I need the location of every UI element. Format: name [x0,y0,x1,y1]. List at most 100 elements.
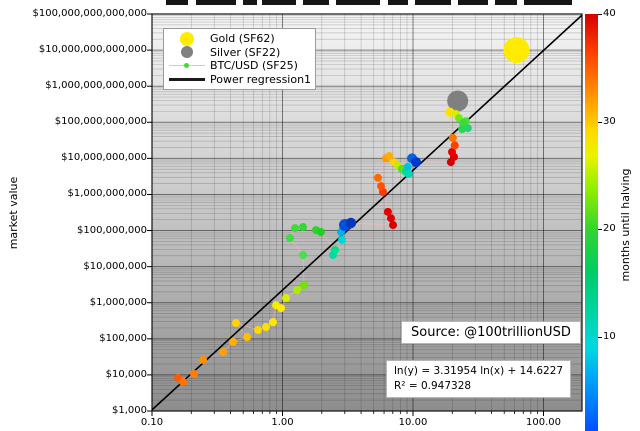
btc-point [337,235,346,244]
regression-r2: R² = 0.947328 [394,380,472,393]
btc-point [229,337,238,346]
x-tick-label: 100.00 [526,417,561,428]
clipped-title-fragment [166,0,188,5]
colorbar-tick-label: 40 [603,8,616,19]
clipped-title-fragment [303,0,329,5]
btc-point [219,348,228,357]
x-tick-label: 10.00 [398,417,428,428]
btc-point [345,217,357,229]
clipped-title-fragment [556,0,572,5]
btc-point [282,294,291,303]
colorbar-tick-mark [598,121,602,123]
legend-item-gold: Gold (SF62) [164,31,315,46]
regression-equation: ln(y) = 3.31954 ln(x) + 14.6227 [394,365,564,377]
colorbar-tick-mark [598,336,602,338]
y-tick-label: $1,000,000,000,000 [45,80,147,92]
btc-point [253,326,262,335]
btc-point [293,286,302,295]
colorbar-tick-mark [598,229,602,230]
clipped-title-fragment [243,0,257,5]
axis-ticks [147,13,544,416]
btc-point [285,234,294,243]
legend-item-silver: Silver (SF22) [164,46,315,59]
clipped-title-fragment [495,0,517,5]
y-tick-label: $100,000 [99,332,147,344]
y-tick-label: $100,000,000 [77,224,147,236]
source-annotation: Source: @100trillionUSD [401,321,581,344]
btc-point [231,319,240,328]
regression-annotation: ln(y) = 3.31954 ln(x) + 14.6227 R² = 0.9… [386,360,572,399]
btc-line-icon [169,63,205,69]
clipped-title-fragment [388,0,408,5]
btc-point [450,141,459,150]
btc-point [190,369,199,378]
grid [151,13,582,412]
colorbar-tick-mark [598,14,602,15]
btc-point [386,214,395,223]
legend-label-silver: Silver (SF22) [210,45,281,59]
clipped-title-fragment [336,0,380,5]
gold-marker-icon [180,31,194,46]
btc-point [179,377,188,386]
colorbar-tick-label: 10 [603,330,616,342]
legend-label-regression: Power regression1 [210,72,312,86]
legend-item-btc: BTC/USD (SF25) [164,59,315,72]
btc-point [403,162,412,171]
y-tick-label: $10,000,000,000,000 [38,44,147,56]
btc-point [243,333,252,342]
colorbar-label: months until halving [619,168,632,282]
clipped-title-fragment [458,0,488,5]
silver-point [447,90,469,112]
btc-point [300,280,309,289]
btc-point [385,152,394,161]
btc-point [448,133,457,142]
y-tick-label: $100,000,000,000,000 [32,8,147,19]
btc-point [262,323,271,332]
btc-marker-icon [184,63,189,69]
btc-point [269,318,278,327]
silver-marker-icon [181,46,193,59]
btc-point [299,251,308,260]
legend-label-gold: Gold (SF62) [210,32,275,46]
y-tick-label: $1,000 [112,405,147,416]
clipped-title-fragment [415,0,451,5]
btc-point [277,304,286,313]
btc-point [316,228,325,237]
btc-point [458,125,467,134]
legend-label-btc: BTC/USD (SF25) [210,59,298,73]
clipped-title-fragment [262,0,296,5]
y-tick-label: $1,000,000 [89,296,147,308]
colorbar [585,14,598,431]
x-tick-label: 0.10 [140,417,164,428]
btc-point [299,223,308,232]
plot-frame [151,13,583,412]
btc-point [328,251,337,260]
colorbar-tick-label: 20 [603,223,616,234]
regression-line-icon [169,77,205,81]
btc-point [373,173,382,182]
btc-point [389,221,398,230]
btc-point [459,119,468,128]
colorbar-tick-label: 30 [603,115,616,127]
x-tick-label: 1.00 [271,417,294,428]
btc-point [448,148,457,157]
y-tick-label: $100,000,000,000 [54,116,147,128]
btc-point [383,207,392,216]
y-tick-label: $1,000,000,000 [67,188,147,200]
gold-point [503,37,530,64]
btc-point [411,157,422,168]
legend: Gold (SF62) Silver (SF22) BTC/USD (SF25)… [163,28,316,90]
btc-point [377,182,386,191]
y-tick-label: $10,000,000 [83,260,147,272]
legend-item-regression: Power regression1 [164,73,315,86]
btc-point [199,355,208,364]
btc-point [404,169,413,178]
btc-point [291,224,300,233]
y-tick-label: $10,000,000,000 [61,152,147,164]
clipped-title-fragment [196,0,236,5]
y-tick-label: $10,000 [105,368,147,380]
clipped-title-fragment [524,0,564,5]
regression-line [151,14,583,411]
